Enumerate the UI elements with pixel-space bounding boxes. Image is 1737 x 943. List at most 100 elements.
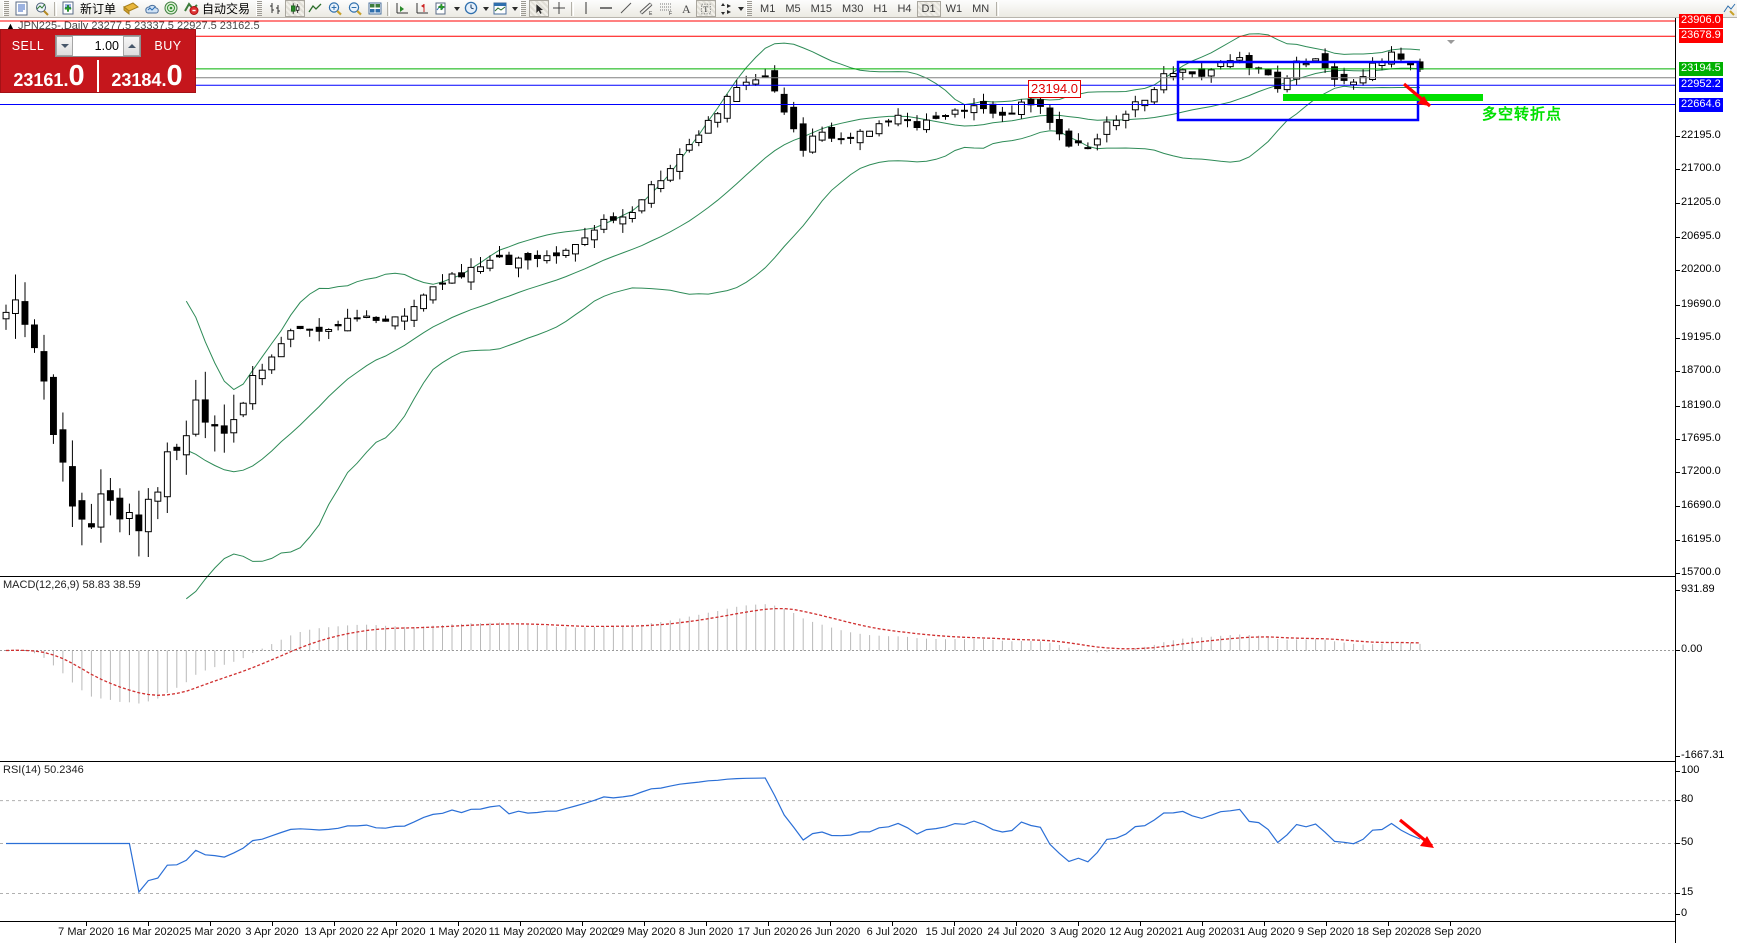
vertical-line-icon[interactable] bbox=[576, 0, 596, 17]
chevron-down-icon[interactable] bbox=[452, 1, 461, 17]
auto-trading-icon[interactable] bbox=[181, 0, 201, 17]
time-axis-tick bbox=[1016, 922, 1017, 926]
bollinger-lower-band bbox=[185, 85, 1421, 600]
one-click-trading-panel[interactable]: SELL 1.00 BUY 23161 . 0 23184 . 0 bbox=[0, 29, 196, 93]
toolbar-separator bbox=[54, 1, 57, 16]
indicators-icon[interactable] bbox=[432, 0, 452, 17]
time-axis-tick bbox=[830, 922, 831, 926]
templates-icon[interactable] bbox=[490, 0, 510, 17]
price-axis-tick bbox=[1676, 270, 1680, 272]
price-axis[interactable]: 23906.0 23678.9 23194.5 22952.2 22664.6 22195… bbox=[1675, 14, 1737, 943]
text-label-icon[interactable]: A bbox=[676, 0, 696, 17]
time-axis-tick bbox=[1202, 922, 1203, 926]
time-axis-tick bbox=[1078, 922, 1079, 926]
period-clock-icon[interactable] bbox=[461, 0, 481, 17]
lot-size-stepper[interactable]: 1.00 bbox=[55, 34, 141, 57]
timeframe-m30[interactable]: M30 bbox=[842, 2, 864, 15]
price-axis-label: 16690.0 bbox=[1681, 499, 1721, 512]
price-axis-label: 18700.0 bbox=[1681, 364, 1721, 377]
zoom-in-icon[interactable] bbox=[325, 0, 345, 17]
candlestick-chart-icon[interactable] bbox=[285, 0, 306, 17]
time-axis-label: 11 May 2020 bbox=[488, 926, 552, 938]
price-axis-tick bbox=[1676, 304, 1680, 306]
rsi-axis-tick bbox=[1676, 842, 1680, 844]
price-pane[interactable]: ▲ JPN225-,Daily 23277.5 23337.5 22927.5 … bbox=[0, 18, 1675, 600]
chart-window[interactable]: ▲ JPN225-,Daily 23277.5 23337.5 22927.5 … bbox=[0, 14, 1737, 943]
magnifier-chart-icon[interactable] bbox=[32, 0, 52, 17]
lot-increment-button[interactable] bbox=[123, 35, 140, 56]
chart-collapse-icon[interactable]: ▲ bbox=[6, 21, 15, 31]
time-axis-label: 1 May 2020 bbox=[429, 926, 487, 938]
timeframe-m15[interactable]: M15 bbox=[810, 2, 832, 15]
svg-text:T: T bbox=[703, 5, 708, 14]
consolidation-zone-box bbox=[1176, 60, 1420, 122]
rsi-axis-label: 15 bbox=[1681, 885, 1694, 898]
time-axis-label: 7 Mar 2020 bbox=[58, 926, 114, 938]
timeframe-mn[interactable]: MN bbox=[972, 2, 990, 15]
chevron-down-icon[interactable] bbox=[510, 1, 519, 17]
toolbar-grip-1[interactable] bbox=[3, 1, 9, 16]
lot-size-input[interactable]: 1.00 bbox=[94, 38, 119, 53]
wallet-icon[interactable] bbox=[121, 0, 141, 17]
rsi-pane[interactable]: RSI(14) 50.2346 bbox=[0, 761, 1675, 921]
price-axis-label: 17200.0 bbox=[1681, 465, 1721, 478]
equidistant-channel-icon[interactable]: E bbox=[636, 0, 656, 17]
price-axis-label: 18190.0 bbox=[1681, 398, 1721, 411]
chevron-down-icon[interactable] bbox=[481, 1, 490, 17]
horizontal-line-icon[interactable] bbox=[596, 0, 616, 17]
line-chart-icon[interactable] bbox=[305, 0, 325, 17]
text-box-icon[interactable]: T bbox=[696, 0, 717, 17]
timeframe-h4[interactable]: H4 bbox=[897, 2, 912, 15]
rsi-axis-label: 50 bbox=[1681, 835, 1694, 848]
macd-pane[interactable]: MACD(12,26,9) 58.83 38.59 bbox=[0, 576, 1675, 761]
signal-icon[interactable] bbox=[161, 0, 181, 17]
price-axis-tick bbox=[1676, 506, 1680, 508]
sell-price-decimal: 0 bbox=[68, 60, 85, 92]
zoom-out-icon[interactable] bbox=[345, 0, 365, 17]
new-order-label[interactable]: 新订单 bbox=[80, 2, 117, 16]
chevron-down-icon[interactable] bbox=[736, 1, 745, 17]
svg-text:F: F bbox=[669, 11, 672, 16]
auto-trading-label[interactable]: 自动交易 bbox=[202, 2, 251, 16]
price-axis-tick bbox=[1676, 136, 1680, 138]
bollinger-upper-band bbox=[185, 33, 1421, 391]
toolbar-grip-4[interactable] bbox=[746, 1, 753, 16]
tile-windows-icon[interactable] bbox=[365, 0, 385, 17]
time-axis-label: 3 Aug 2020 bbox=[1050, 926, 1106, 938]
time-axis-label: 20 May 2020 bbox=[550, 926, 614, 938]
rsi-label: RSI(14) 50.2346 bbox=[3, 764, 84, 776]
chart-shift-icon[interactable] bbox=[412, 0, 432, 17]
arrows-icon[interactable] bbox=[716, 0, 736, 17]
crosshair-icon[interactable] bbox=[549, 0, 569, 17]
chart-scroll-caret-icon[interactable] bbox=[1447, 40, 1455, 44]
support-zone-bar bbox=[1283, 94, 1483, 101]
time-axis-label: 16 Mar 2020 bbox=[117, 926, 179, 938]
buy-label: BUY bbox=[154, 38, 182, 53]
toolbar-grip-3[interactable] bbox=[520, 1, 527, 16]
time-axis-tick bbox=[458, 922, 459, 926]
timeframe-h1[interactable]: H1 bbox=[873, 2, 888, 15]
new-order-icon[interactable] bbox=[59, 0, 79, 17]
lot-decrement-button[interactable] bbox=[56, 35, 73, 56]
timeframe-w1[interactable]: W1 bbox=[945, 2, 963, 15]
trendline-icon[interactable] bbox=[616, 0, 636, 17]
auto-scroll-icon[interactable] bbox=[392, 0, 412, 17]
document-list-icon[interactable] bbox=[12, 0, 32, 17]
toolbar-grip-2[interactable] bbox=[256, 1, 263, 16]
buy-button[interactable]: 23184 . 0 bbox=[97, 60, 195, 92]
cursor-arrow-icon[interactable] bbox=[529, 0, 550, 17]
timeframe-m1[interactable]: M1 bbox=[760, 2, 776, 15]
market-watch-icon[interactable] bbox=[141, 0, 161, 17]
price-axis-tick bbox=[1676, 371, 1680, 373]
macd-axis-tick bbox=[1676, 649, 1680, 651]
price-axis-tick bbox=[1676, 236, 1680, 238]
macd-axis-tick bbox=[1676, 756, 1680, 757]
time-axis-tick bbox=[892, 922, 893, 926]
fibonacci-retracement-icon[interactable]: F bbox=[656, 0, 676, 17]
candlestick-series bbox=[2, 46, 1424, 557]
timeframe-m5[interactable]: M5 bbox=[785, 2, 801, 15]
bar-chart-icon[interactable] bbox=[265, 0, 285, 17]
timeframe-d1[interactable]: D1 bbox=[916, 0, 941, 17]
window-corner-icon[interactable] bbox=[1722, 2, 1736, 16]
sell-button[interactable]: 23161 . 0 bbox=[1, 60, 97, 92]
